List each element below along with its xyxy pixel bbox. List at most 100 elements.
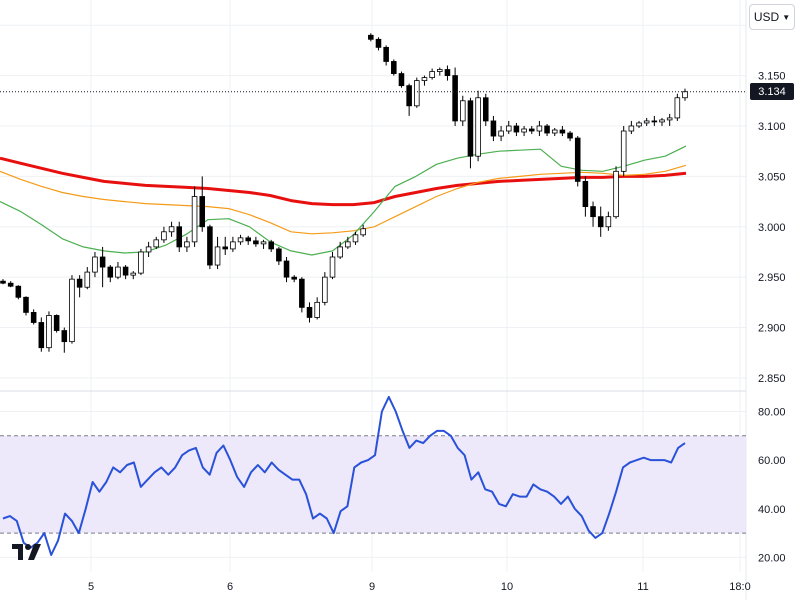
candle: [651, 115, 658, 126]
rsi-tick-label: 20.00: [758, 552, 786, 564]
rsi-band: [0, 435, 746, 534]
time-tick-label: 5: [88, 581, 94, 593]
candle: [168, 221, 175, 237]
candle: [153, 236, 160, 249]
time-tick-label: 9: [369, 581, 375, 593]
price-tick-label: 2.950: [758, 272, 786, 284]
candle: [0, 279, 6, 285]
candle: [375, 37, 382, 51]
time-tick-label: 6: [227, 581, 233, 593]
candle: [674, 93, 681, 121]
candle: [329, 251, 336, 280]
candle: [360, 224, 366, 237]
candle: [345, 236, 351, 249]
candle: [207, 224, 213, 270]
candle: [99, 246, 106, 288]
candle: [276, 246, 282, 266]
candle: [459, 95, 466, 126]
candle: [84, 267, 91, 290]
candle: [467, 97, 474, 169]
candle: [30, 309, 37, 325]
candle: [46, 311, 52, 352]
candle: [161, 226, 167, 243]
candle: [482, 93, 489, 126]
candle: [437, 67, 443, 76]
candle: [337, 241, 343, 260]
candle: [191, 186, 198, 247]
candle: [574, 136, 581, 187]
candle: [490, 115, 497, 142]
candle: [643, 117, 650, 126]
moving-average-lines: [0, 145, 687, 256]
candle: [498, 125, 504, 142]
tradingview-logo: [12, 544, 41, 560]
time-tick-label: 18:0: [729, 581, 750, 593]
time-axis[interactable]: 5 6 9 10 11 18:0: [88, 581, 751, 593]
candle: [352, 231, 359, 245]
candle: [199, 176, 206, 232]
candle: [92, 251, 98, 278]
candle: [398, 71, 405, 88]
candle: [559, 125, 566, 137]
candle: [406, 83, 412, 116]
candle: [452, 67, 458, 126]
candle: [314, 297, 320, 320]
candle: [291, 275, 297, 283]
candle: [682, 88, 688, 101]
currency-label: USD: [753, 10, 780, 24]
rsi-tick-label: 80.00: [758, 406, 786, 418]
candle: [260, 239, 267, 249]
price-tick-label: 3.000: [758, 222, 786, 234]
candle: [245, 235, 251, 245]
price-tick-label: 2.850: [758, 373, 786, 385]
currency-selector[interactable]: USD ▼: [749, 4, 795, 30]
candle: [414, 77, 420, 108]
ma-mid-line: [0, 164, 687, 235]
rsi-tick-label: 40.00: [758, 504, 786, 516]
candle: [130, 271, 137, 280]
candle: [636, 120, 642, 128]
candle: [628, 120, 635, 135]
rsi-tick-label: 60.00: [758, 455, 786, 467]
candle: [544, 123, 550, 137]
candle: [253, 236, 259, 247]
candle: [368, 33, 374, 42]
candle: [7, 281, 14, 288]
candle: [107, 265, 114, 283]
candle: [237, 234, 244, 245]
candle: [567, 131, 573, 142]
price-tick-label: 3.100: [758, 121, 786, 133]
candle: [23, 296, 29, 316]
rsi-axis: 80.00 60.00 40.00 20.00: [758, 406, 786, 564]
ma-long-line: [0, 156, 687, 207]
rsi-line: [2, 395, 686, 556]
candle: [383, 45, 389, 66]
price-tick-label: 2.900: [758, 323, 786, 335]
candle: [53, 314, 60, 333]
ma-short-line: [0, 145, 687, 256]
candle: [475, 90, 481, 162]
candle: [582, 176, 589, 217]
candle: [421, 75, 428, 86]
chevron-down-icon: ▼: [782, 12, 791, 22]
candle: [61, 327, 68, 353]
candle: [299, 277, 305, 313]
candle: [666, 113, 673, 126]
candle: [613, 166, 619, 219]
price-tick-label: 3.050: [758, 171, 786, 183]
candle: [505, 120, 512, 135]
candle: [38, 317, 45, 352]
candle: [429, 68, 435, 80]
candle: [76, 275, 83, 298]
candle: [528, 125, 535, 135]
candle: [15, 285, 22, 300]
candle: [659, 117, 665, 126]
candle: [214, 236, 221, 270]
candlestick-series: [0, 33, 688, 353]
price-tick-label: 3.150: [758, 71, 786, 83]
candle: [230, 236, 236, 252]
candle: [184, 236, 190, 252]
candle: [69, 275, 75, 344]
